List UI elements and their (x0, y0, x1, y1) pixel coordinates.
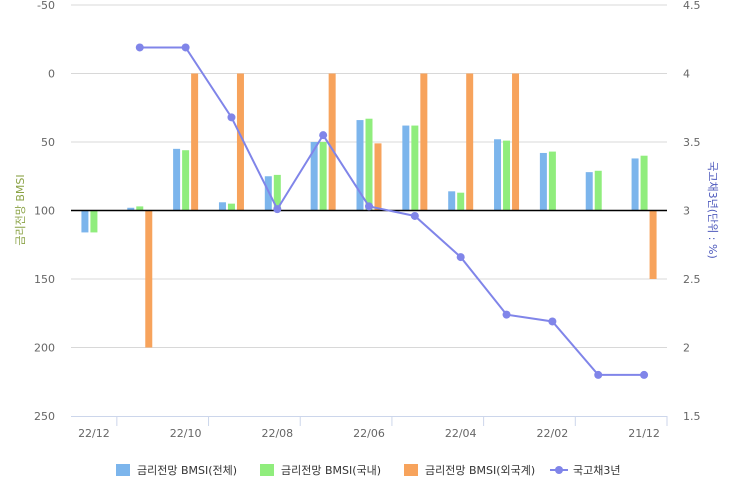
bar (182, 150, 190, 211)
right-tick-label: 2.5 (683, 273, 701, 286)
x-axis: 22/12 22/10 22/08 22/06 22/04 22/02 21/12 (71, 416, 668, 440)
left-tick-label: 0 (48, 68, 55, 81)
bar (640, 155, 648, 211)
legend-item[interactable]: 금리전망 BMSI(전체) (116, 464, 237, 477)
bar (264, 176, 272, 211)
left-axis-title: 금리전망 BMSI (14, 174, 27, 245)
line-marker[interactable] (273, 205, 282, 214)
legend-label: 국고채3년 (573, 464, 620, 477)
right-axis-title: 국고채3년(단위 : %) (706, 161, 719, 258)
x-tick-label: 22/04 (445, 427, 477, 440)
bar (365, 118, 373, 211)
right-tick-label: 4.5 (683, 0, 701, 12)
bar (173, 148, 181, 211)
bar (411, 125, 419, 211)
line-marker[interactable] (410, 211, 419, 220)
legend-swatch-icon (116, 464, 130, 476)
legend: 금리전망 BMSI(전체) 금리전망 BMSI(국내) 금리전망 BMSI(외국계)… (116, 464, 620, 477)
legend-item[interactable]: 금리전망 BMSI(국내) (260, 464, 381, 477)
right-tick-label: 3.5 (683, 136, 701, 149)
line-marker[interactable] (640, 370, 649, 379)
left-tick-label: 250 (34, 410, 55, 423)
bar-series (81, 73, 657, 348)
bar (90, 210, 98, 233)
bar (548, 151, 556, 211)
bar (127, 207, 135, 211)
line-marker[interactable] (594, 370, 603, 379)
line-path (139, 46, 645, 376)
bar (594, 170, 602, 211)
bar (374, 143, 382, 211)
legend-label: 금리전망 BMSI(외국계) (425, 464, 535, 477)
bar (466, 73, 474, 211)
bar (631, 158, 639, 211)
x-tick-label: 22/12 (78, 427, 110, 440)
legend-item[interactable]: 금리전망 BMSI(외국계) (404, 464, 535, 477)
bar (191, 73, 199, 211)
line-marker[interactable] (456, 253, 465, 262)
legend-item[interactable]: 국고채3년 (550, 464, 620, 477)
line-marker[interactable] (548, 317, 557, 326)
line-marker[interactable] (135, 43, 144, 52)
x-tick-label: 22/10 (170, 427, 202, 440)
bar (218, 202, 226, 211)
bar (236, 73, 244, 211)
line-series-ktb3y (135, 43, 649, 379)
right-tick-label: 3 (683, 205, 690, 218)
bar (136, 206, 144, 211)
bar (503, 140, 511, 211)
line-marker[interactable] (227, 113, 236, 122)
legend-swatch-icon (260, 464, 274, 476)
x-tick-label: 22/02 (537, 427, 569, 440)
bar (273, 174, 281, 211)
bar (227, 203, 235, 211)
bar (328, 73, 336, 211)
left-tick-label: 100 (34, 205, 55, 218)
bar (457, 192, 465, 211)
bar (448, 191, 456, 211)
x-tick-label: 22/06 (353, 427, 385, 440)
bar (420, 73, 428, 211)
right-tick-label: 2 (683, 342, 690, 355)
left-tick-label: 150 (34, 273, 55, 286)
right-y-axis-ticks: 4.5 4 3.5 3 2.5 2 1.5 (683, 0, 701, 423)
left-y-axis-ticks: -50 0 50 100 150 200 250 (34, 0, 55, 423)
legend-dot-icon (555, 466, 563, 474)
line-marker[interactable] (365, 202, 373, 211)
bar (539, 152, 547, 211)
line-marker[interactable] (181, 43, 190, 52)
left-tick-label: 200 (34, 342, 55, 355)
right-tick-label: 4 (683, 68, 690, 81)
left-tick-label: -50 (37, 0, 55, 12)
left-tick-label: 50 (41, 136, 55, 149)
bar (402, 125, 410, 211)
bar (512, 73, 520, 211)
bar (585, 172, 593, 211)
x-tick-label: 22/08 (261, 427, 293, 440)
bar (310, 142, 318, 211)
bar (494, 139, 502, 211)
line-marker[interactable] (319, 131, 328, 140)
bar (145, 210, 153, 348)
bar (319, 142, 327, 211)
legend-label: 금리전망 BMSI(전체) (137, 464, 237, 477)
legend-label: 금리전망 BMSI(국내) (281, 464, 381, 477)
bar (81, 210, 89, 233)
right-tick-label: 1.5 (683, 410, 701, 423)
line-marker[interactable] (502, 310, 511, 319)
legend-swatch-icon (404, 464, 418, 476)
bar (356, 120, 364, 211)
x-tick-label: 21/12 (628, 427, 660, 440)
bar (649, 210, 657, 279)
